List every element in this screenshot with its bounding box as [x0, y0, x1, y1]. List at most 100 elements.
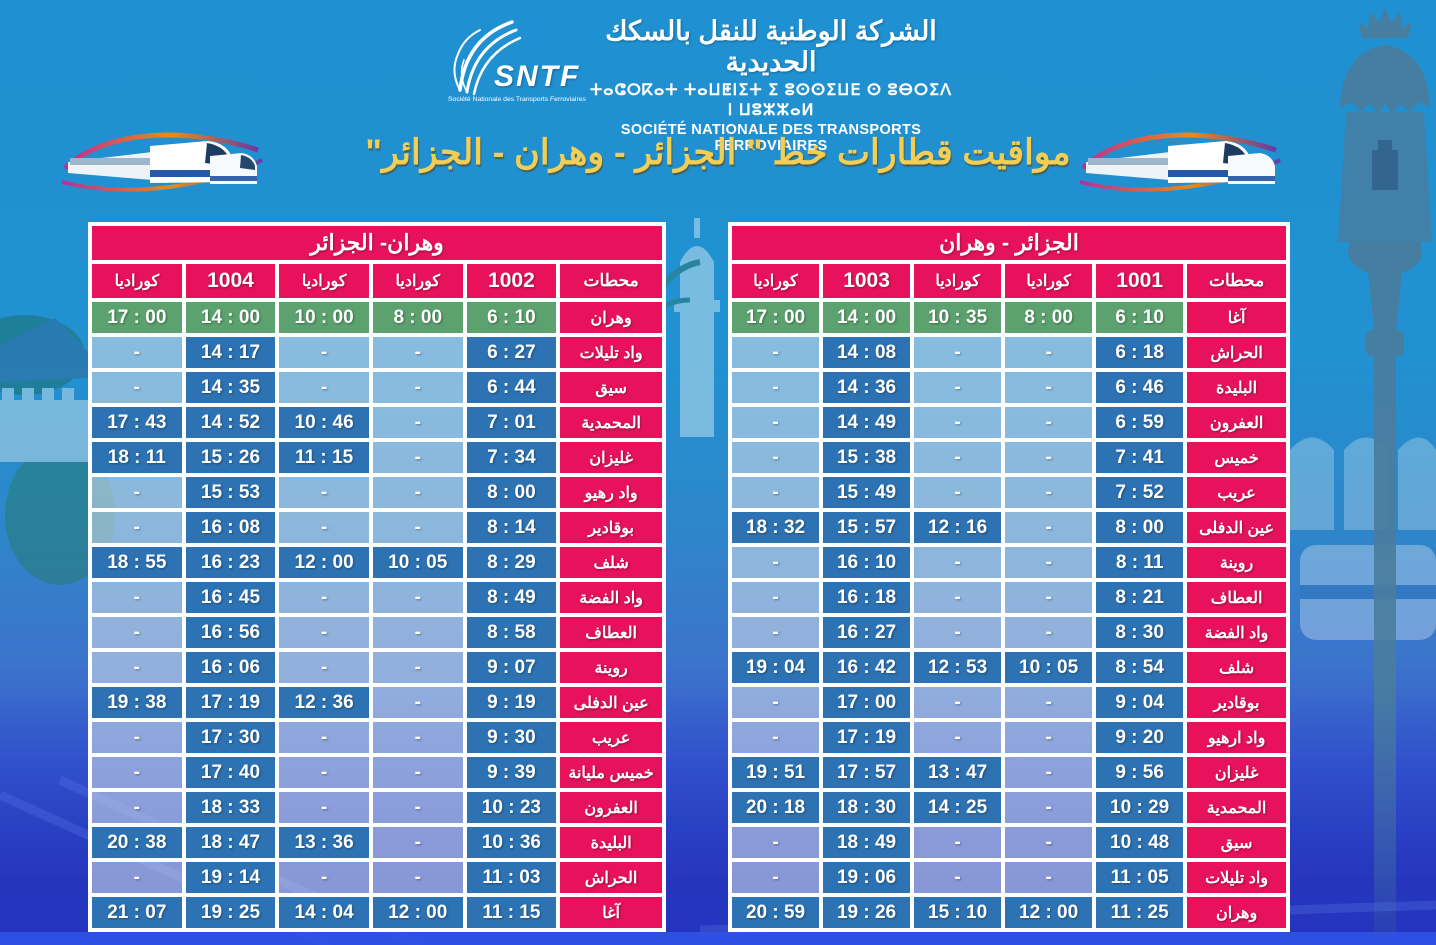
time-cell: -: [90, 510, 184, 545]
time-cell: -: [370, 755, 465, 790]
time-cell: -: [912, 440, 1004, 475]
time-cell: -: [370, 615, 465, 650]
time-cell: 18 : 55: [90, 545, 184, 580]
time-cell: -: [912, 580, 1004, 615]
time-cell: 11 : 25: [1094, 895, 1186, 930]
time-cell: -: [1003, 790, 1095, 825]
time-cell: 18 : 33: [183, 790, 278, 825]
time-cell: 12 : 00: [1003, 895, 1095, 930]
station-cell: روينة: [1185, 545, 1288, 580]
station-cell: آغا: [1185, 300, 1288, 335]
coradia-header: كوراديا: [1003, 262, 1095, 300]
station-cell: سيق: [558, 370, 664, 405]
time-cell: -: [1003, 615, 1095, 650]
time-cell: 20 : 18: [730, 790, 822, 825]
time-cell: -: [912, 685, 1004, 720]
time-cell: 17 : 40: [183, 755, 278, 790]
station-cell: العطاف: [558, 615, 664, 650]
time-cell: -: [1003, 685, 1095, 720]
time-cell: -: [730, 615, 822, 650]
time-cell: 6 : 44: [464, 370, 559, 405]
time-cell: -: [730, 370, 822, 405]
time-cell: -: [1003, 440, 1095, 475]
time-cell: 16 : 10: [821, 545, 913, 580]
time-cell: 17 : 43: [90, 405, 184, 440]
time-cell: 9 : 20: [1094, 720, 1186, 755]
time-cell: -: [277, 580, 371, 615]
station-arches-silhouette: [1290, 437, 1436, 640]
time-cell: 15 : 10: [912, 895, 1004, 930]
time-cell: -: [370, 685, 465, 720]
time-cell: -: [730, 405, 822, 440]
company-name-french: SOCIÉTÉ NATIONALE DES TRANSPORTS FERROVI…: [620, 122, 922, 154]
time-cell: 8 : 14: [464, 510, 559, 545]
time-cell: -: [912, 335, 1004, 370]
time-cell: -: [370, 405, 465, 440]
time-cell: 6 : 27: [464, 335, 559, 370]
time-cell: 9 : 39: [464, 755, 559, 790]
time-cell: 12 : 00: [277, 545, 371, 580]
time-cell: -: [90, 755, 184, 790]
time-cell: 19 : 04: [730, 650, 822, 685]
time-cell: -: [90, 860, 184, 895]
train-number-header: 1004: [183, 262, 278, 300]
time-cell: 15 : 57: [821, 510, 913, 545]
time-cell: 12 : 36: [277, 685, 371, 720]
station-cell: واد تليلات: [558, 335, 664, 370]
timetable-grid: محطات 1001 كوراديا كوراديا 1003 كوراديا آغا 6 :…: [730, 262, 1288, 930]
time-cell: -: [90, 720, 184, 755]
time-cell: 8 : 29: [464, 545, 559, 580]
time-cell: -: [277, 720, 371, 755]
time-cell: 13 : 47: [912, 755, 1004, 790]
time-cell: -: [90, 580, 184, 615]
time-cell: -: [912, 370, 1004, 405]
time-cell: 8 : 54: [1094, 650, 1186, 685]
coradia-header: كوراديا: [90, 262, 184, 300]
time-cell: -: [730, 860, 822, 895]
time-cell: -: [277, 790, 371, 825]
time-cell: 16 : 08: [183, 510, 278, 545]
time-cell: 14 : 36: [821, 370, 913, 405]
time-cell: 19 : 26: [821, 895, 913, 930]
train-number-header: 1001: [1094, 262, 1186, 300]
time-cell: -: [1003, 545, 1095, 580]
time-cell: 11 : 15: [277, 440, 371, 475]
time-cell: -: [90, 370, 184, 405]
time-cell: 17 : 30: [183, 720, 278, 755]
time-cell: -: [370, 335, 465, 370]
table-algiers-oran: الجزائر - وهران محطات 1001 كوراديا كوراديا 1…: [728, 222, 1290, 932]
station-cell: بوقادير: [558, 510, 664, 545]
time-cell: 17 : 00: [90, 300, 184, 335]
logo-swoosh-icon: [453, 20, 522, 96]
trains-image-left: [61, 132, 263, 192]
sntf-logo: SNTF Société Nationale des Transports Fe…: [446, 12, 598, 108]
time-cell: 8 : 00: [464, 475, 559, 510]
time-cell: 9 : 56: [1094, 755, 1186, 790]
time-cell: 14 : 17: [183, 335, 278, 370]
time-cell: -: [1003, 860, 1095, 895]
time-cell: 8 : 49: [464, 580, 559, 615]
time-cell: 10 : 05: [1003, 650, 1095, 685]
time-cell: -: [730, 720, 822, 755]
time-cell: -: [1003, 510, 1095, 545]
station-cell: عين الدفلى: [558, 685, 664, 720]
page-title: مواقيت قطارات خط " الجزائر - وهران - الج…: [365, 133, 1071, 172]
time-cell: -: [277, 510, 371, 545]
table-title: وهران- الجزائر: [90, 224, 664, 262]
time-cell: -: [1003, 335, 1095, 370]
trains-image-right: [1079, 132, 1281, 192]
time-cell: 18 : 49: [821, 825, 913, 860]
time-cell: -: [730, 545, 822, 580]
time-cell: -: [277, 615, 371, 650]
station-cell: عريب: [1185, 475, 1288, 510]
station-cell: روينة: [558, 650, 664, 685]
time-cell: -: [912, 405, 1004, 440]
time-cell: -: [1003, 580, 1095, 615]
station-cell: العفرون: [558, 790, 664, 825]
time-cell: 17 : 57: [821, 755, 913, 790]
time-cell: -: [370, 650, 465, 685]
time-cell: 10 : 23: [464, 790, 559, 825]
time-cell: 7 : 01: [464, 405, 559, 440]
time-cell: -: [912, 720, 1004, 755]
